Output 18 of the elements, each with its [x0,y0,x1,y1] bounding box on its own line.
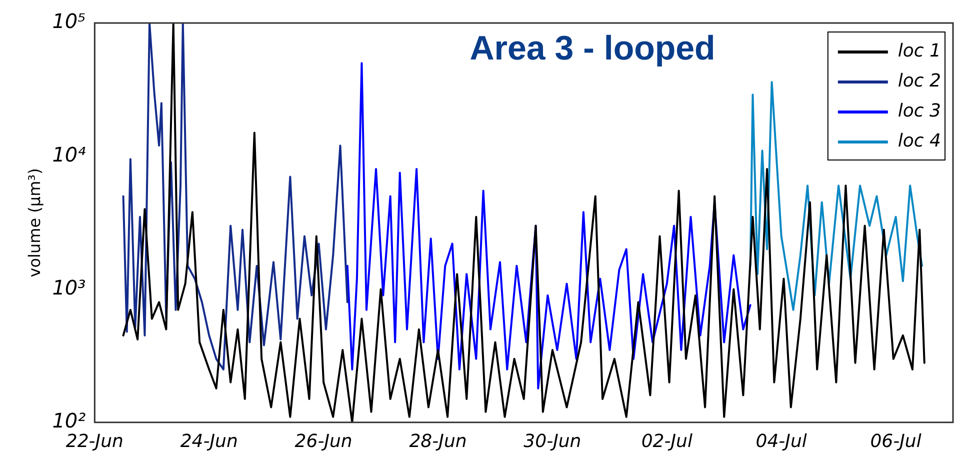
x-tick-label: 26-Jun [294,430,352,452]
x-tick-label: 04-Jul [756,430,807,452]
x-tick-label: 06-Jul [870,430,922,452]
y-tick-label: 10² [52,408,86,433]
legend-label: loc 4 [898,130,942,152]
x-tick-label: 02-Jul [641,430,692,452]
y-tick-label: 10³ [52,275,86,300]
y-tick-label: 10⁴ [52,142,86,166]
legend-label: loc 3 [898,100,942,122]
x-tick-label: 22-Jun [66,430,124,452]
x-tick-label: 30-Jun [524,430,582,452]
legend-label: loc 1 [898,40,942,62]
y-axis-title: volume (μm³) [24,168,44,278]
legend-label: loc 2 [898,70,942,92]
x-tick-label: 28-Jun [409,430,467,452]
chart-title: Area 3 - looped [470,29,716,68]
x-tick-label: 24-Jun [180,430,238,452]
y-tick-label: 10⁵ [52,9,86,34]
